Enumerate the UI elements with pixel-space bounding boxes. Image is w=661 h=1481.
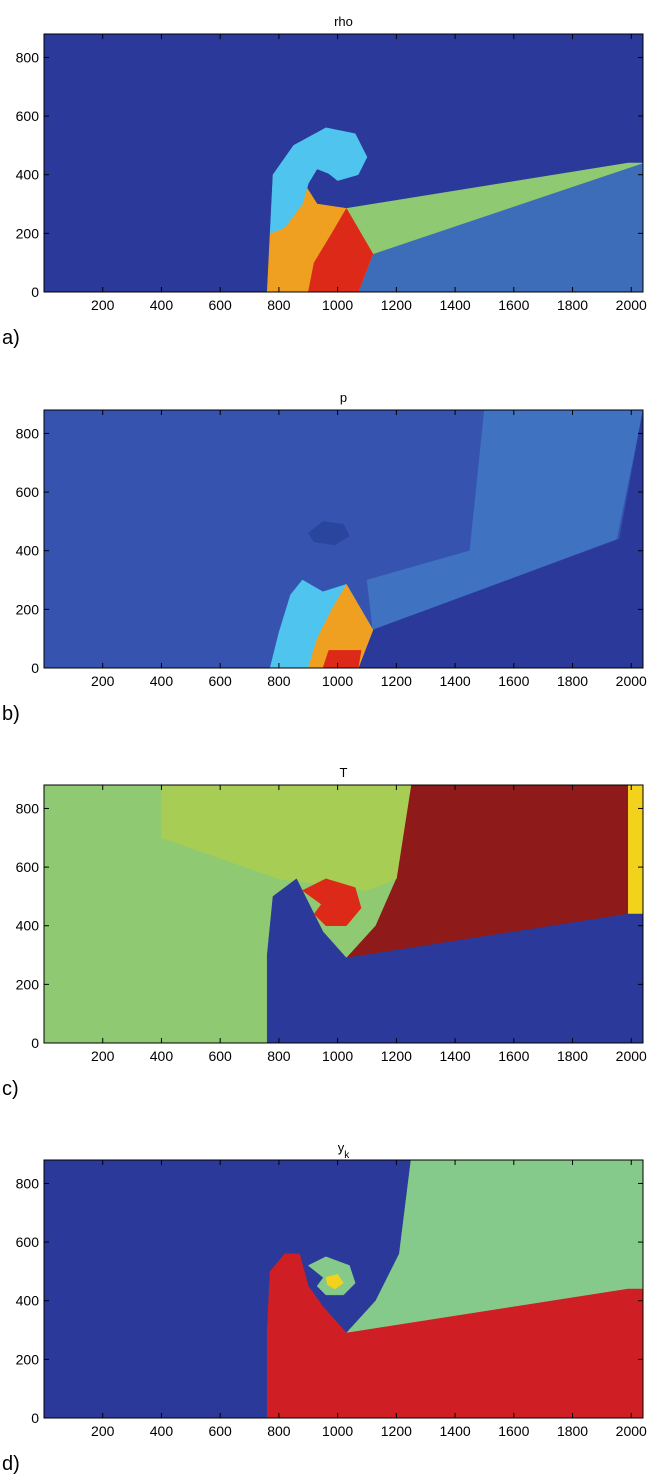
- y-tick-label: 0: [31, 1410, 39, 1426]
- plot-frame: [43, 409, 644, 669]
- heatmap-region-peak-pressure: [322, 650, 362, 668]
- x-tick-label: 2000: [616, 297, 647, 313]
- x-tick-label: 1400: [440, 1423, 471, 1439]
- y-tick-label: 400: [16, 167, 40, 183]
- plot-frame: [43, 784, 644, 1044]
- x-tick-label: 1200: [381, 297, 412, 313]
- y-tick-label: 0: [31, 284, 39, 300]
- x-tick-label: 1200: [381, 1048, 412, 1064]
- x-tick-label: 800: [267, 1048, 291, 1064]
- panel-label: b): [2, 703, 20, 725]
- y-tick-label: 0: [31, 1035, 39, 1051]
- heatmap-region-hot-core: [308, 208, 374, 292]
- x-tick-label: 1600: [498, 1048, 529, 1064]
- x-tick-label: 400: [150, 673, 174, 689]
- x-tick-label: 2000: [616, 673, 647, 689]
- plot-frame: [43, 33, 644, 293]
- x-tick-label: 1000: [322, 297, 353, 313]
- panel-title: p: [340, 390, 347, 405]
- x-tick-label: 600: [208, 1423, 232, 1439]
- panel-label: c): [2, 1078, 19, 1100]
- heatmap-region-upper-right-region: [366, 410, 643, 631]
- plot-frame: [43, 1159, 644, 1419]
- x-tick-label: 1200: [381, 673, 412, 689]
- y-tick-label: 400: [16, 543, 40, 559]
- panel-title-subscript: k: [344, 1150, 350, 1161]
- x-tick-label: 1400: [440, 297, 471, 313]
- heatmap-region-cold-region: [266, 878, 643, 1043]
- panel-label: a): [2, 327, 20, 349]
- heatmap-region-spiral-inner: [325, 1274, 344, 1290]
- x-tick-label: 1000: [322, 1423, 353, 1439]
- heatmap-region-vortex-sheet: [269, 127, 368, 234]
- y-tick-label: 600: [16, 484, 40, 500]
- y-tick-label: 800: [16, 425, 40, 441]
- panel-3: T 200 400 600 800 1000 1200 1400 1600 1800 2000 0 20…: [2, 765, 647, 1100]
- panel-label: d): [2, 1453, 20, 1475]
- panel-title: rho: [334, 14, 353, 29]
- y-tick-label: 400: [16, 918, 40, 934]
- x-tick-label: 1800: [557, 673, 588, 689]
- y-tick-label: 600: [16, 859, 40, 875]
- x-tick-label: 1600: [498, 673, 529, 689]
- panel-4: yk 200 400 600 800 1000 1200 1400 1600 1800 2000 0 2…: [2, 1140, 647, 1475]
- panel-2: p 200 400 600 800 1000 1200 1400 1600 1800 2000 0 20…: [2, 390, 647, 725]
- y-tick-label: 600: [16, 108, 40, 124]
- x-tick-label: 600: [208, 673, 232, 689]
- x-tick-label: 200: [91, 673, 115, 689]
- x-tick-label: 800: [267, 1423, 291, 1439]
- x-tick-label: 2000: [616, 1423, 647, 1439]
- x-tick-label: 1000: [322, 1048, 353, 1064]
- x-tick-label: 2000: [616, 1048, 647, 1064]
- panel-title: T: [340, 765, 348, 780]
- x-tick-label: 200: [91, 297, 115, 313]
- x-tick-label: 800: [267, 297, 291, 313]
- y-tick-label: 0: [31, 660, 39, 676]
- heatmap-region-vortex-roll: [302, 878, 362, 926]
- x-tick-label: 200: [91, 1423, 115, 1439]
- x-tick-label: 1800: [557, 297, 588, 313]
- x-tick-label: 1000: [322, 673, 353, 689]
- heatmap-region-right-edge-band: [628, 785, 643, 915]
- x-tick-label: 1600: [498, 1423, 529, 1439]
- heatmap-region-vortex-core: [308, 521, 350, 546]
- x-tick-label: 1800: [557, 1423, 588, 1439]
- y-tick-label: 200: [16, 1351, 40, 1367]
- y-tick-label: 800: [16, 49, 40, 65]
- x-tick-label: 1400: [440, 1048, 471, 1064]
- x-tick-label: 1800: [557, 1048, 588, 1064]
- heatmap-region-red-species-region: [266, 1253, 643, 1418]
- x-tick-label: 400: [150, 1423, 174, 1439]
- x-tick-label: 400: [150, 297, 174, 313]
- x-tick-label: 1400: [440, 673, 471, 689]
- x-tick-label: 400: [150, 1048, 174, 1064]
- x-tick-label: 600: [208, 297, 232, 313]
- x-tick-label: 1600: [498, 297, 529, 313]
- panel-title: yk: [338, 1140, 351, 1161]
- y-tick-label: 600: [16, 1234, 40, 1250]
- x-tick-label: 800: [267, 673, 291, 689]
- heatmap-region-high-pressure-core: [308, 584, 374, 668]
- x-tick-label: 1200: [381, 1423, 412, 1439]
- y-tick-label: 200: [16, 225, 40, 241]
- y-tick-label: 800: [16, 800, 40, 816]
- x-tick-label: 600: [208, 1048, 232, 1064]
- heatmap-region-upper-left-field: [161, 785, 412, 891]
- y-tick-label: 200: [16, 601, 40, 617]
- panel-1: rho 200 400 600 800 1000 1200 1400 1600 1800 2000 0…: [2, 14, 647, 349]
- y-tick-label: 800: [16, 1175, 40, 1191]
- y-tick-label: 400: [16, 1293, 40, 1309]
- y-tick-label: 200: [16, 976, 40, 992]
- x-tick-label: 200: [91, 1048, 115, 1064]
